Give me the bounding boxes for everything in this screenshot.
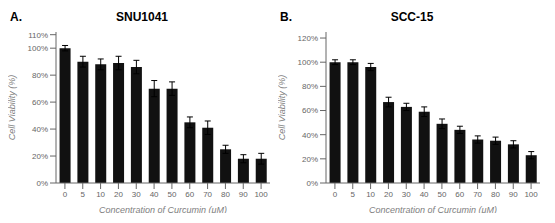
svg-text:10: 10 [96, 190, 105, 199]
svg-text:40%: 40% [32, 125, 48, 134]
svg-text:20%: 20% [32, 152, 48, 161]
svg-text:Concentration of Curcumin (μM): Concentration of Curcumin (μM) [369, 205, 497, 213]
svg-text:0%: 0% [36, 179, 48, 188]
svg-text:70: 70 [203, 190, 212, 199]
svg-text:10: 10 [366, 190, 375, 199]
svg-text:30: 30 [132, 190, 141, 199]
svg-text:60%: 60% [302, 106, 318, 115]
svg-text:5: 5 [351, 190, 356, 199]
svg-text:80%: 80% [302, 82, 318, 91]
svg-text:0%: 0% [306, 179, 318, 188]
svg-text:100%: 100% [298, 58, 318, 67]
svg-text:60: 60 [185, 190, 194, 199]
html-text:A.: A. [10, 10, 22, 24]
svg-text:90: 90 [509, 190, 518, 199]
svg-text:70: 70 [473, 190, 482, 199]
svg-text:80: 80 [221, 190, 230, 199]
svg-text:100: 100 [524, 190, 538, 199]
svg-text:60%: 60% [32, 98, 48, 107]
svg-text:100%: 100% [28, 44, 48, 53]
svg-text:0: 0 [333, 190, 338, 199]
svg-text:Cell Viability (%): Cell Viability (%) [8, 75, 17, 140]
svg-text:80%: 80% [32, 71, 48, 80]
svg-text:30: 30 [402, 190, 411, 199]
html-text:SCC-15: SCC-15 [390, 10, 434, 24]
svg-text:50: 50 [167, 190, 176, 199]
svg-text:90: 90 [239, 190, 248, 199]
svg-text:40%: 40% [302, 131, 318, 140]
svg-text:20: 20 [114, 190, 123, 199]
svg-text:20: 20 [384, 190, 393, 199]
svg-text:120%: 120% [298, 34, 318, 43]
svg-text:80: 80 [491, 190, 500, 199]
svg-text:Concentration of Curcumin (μM): Concentration of Curcumin (μM) [99, 205, 227, 213]
svg-text:5: 5 [81, 190, 86, 199]
svg-text:0: 0 [63, 190, 68, 199]
svg-text:40: 40 [420, 190, 429, 199]
html-text:SNU1041: SNU1041 [116, 10, 168, 24]
svg-text:100: 100 [254, 190, 268, 199]
svg-text:110%: 110% [28, 31, 48, 40]
svg-text:40: 40 [150, 190, 159, 199]
svg-text:50: 50 [437, 190, 446, 199]
svg-text:60: 60 [455, 190, 464, 199]
svg-text:Cell Viability (%): Cell Viability (%) [278, 75, 287, 140]
svg-text:20%: 20% [302, 155, 318, 164]
html-text:B.: B. [280, 10, 292, 24]
